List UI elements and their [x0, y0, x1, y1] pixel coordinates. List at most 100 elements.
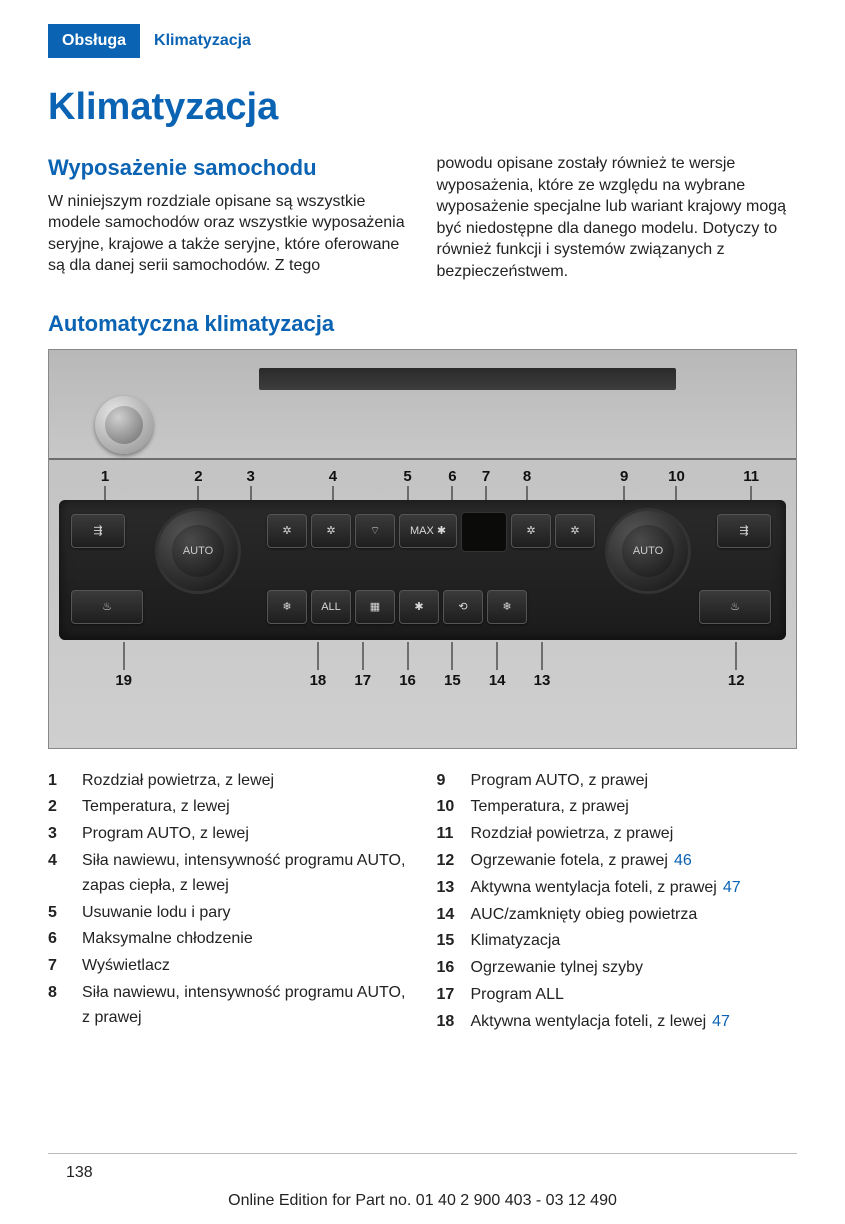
- legend-item-8: 8Siła nawiewu, intensywność programu AUT…: [48, 981, 409, 1031]
- legend-num: 9: [437, 769, 459, 794]
- leader-line: [123, 642, 124, 670]
- legend-num: 5: [48, 901, 70, 926]
- legend-text: Temperatura, z lewej: [82, 795, 230, 820]
- leader-line: [407, 642, 408, 670]
- callout-13: 13: [534, 672, 551, 689]
- leader-line: [542, 642, 543, 670]
- callout-7: 7: [482, 468, 490, 485]
- legend-item-12: 12 Ogrzewanie fotela, z prawej46: [437, 849, 798, 874]
- btn-ac: ✱: [399, 590, 439, 624]
- legend-item-18: 18Aktywna wentylacja foteli, z lewej47: [437, 1010, 798, 1035]
- btn-max-cool: MAX ✱: [399, 514, 457, 548]
- section2-heading: Automatyczna klimatyzacja: [48, 311, 797, 337]
- legend-text: Program AUTO, z prawej: [471, 769, 649, 794]
- legend-num: 18: [437, 1010, 459, 1035]
- dial-right-label: AUTO: [633, 545, 663, 557]
- intro-columns: Wyposażenie samochodu W niniejszym rozdz…: [48, 153, 797, 283]
- btn-fan-r1: ✲: [511, 514, 551, 548]
- legend-text: Rozdział powietrza, z lewej: [82, 769, 274, 794]
- footer-text: Online Edition for Part no. 01 40 2 900 …: [0, 1192, 845, 1210]
- legend-item-14: 14AUC/zamknięty obieg powietrza: [437, 903, 798, 928]
- legend-num: 4: [48, 849, 70, 899]
- legend-item-2: 2 Temperatura, z lewej: [48, 795, 409, 820]
- legend-num: 6: [48, 927, 70, 952]
- legend-num: 8: [48, 981, 70, 1031]
- callout-14: 14: [489, 672, 506, 689]
- legend-num: 15: [437, 929, 459, 954]
- legend-item-5: 5Usuwanie lodu i pary: [48, 901, 409, 926]
- dial-right: AUTO: [605, 508, 691, 594]
- legend-item-13: 13Aktywna wentylacja foteli, z prawej47: [437, 876, 798, 901]
- radio-knob: [95, 396, 153, 454]
- legend-num: 12: [437, 849, 459, 874]
- dial-left: AUTO: [155, 508, 241, 594]
- page-title: Klimatyzacja: [48, 86, 797, 129]
- legend-item-17: 17Program ALL: [437, 983, 798, 1008]
- callout-3: 3: [247, 468, 255, 485]
- legend-text: Ogrzewanie tylnej szyby: [471, 956, 644, 981]
- legend-num: 1: [48, 769, 70, 794]
- callout-2: 2: [194, 468, 202, 485]
- legend-left-col: 1 Rozdział powietrza, z lewej 2 Temperatura…: [48, 769, 409, 1037]
- legend-num: 10: [437, 795, 459, 820]
- callout-19: 19: [115, 672, 132, 689]
- legend-text: Ogrzewanie fotela, z prawej46: [471, 849, 692, 874]
- callout-9: 9: [620, 468, 628, 485]
- btn-fan-r2: ✲: [555, 514, 595, 548]
- climate-control-diagram: 1234567891011 ⇶ AUTO ✲ ✲ ⌔ MAX ✱ ✲ ✲ AUT…: [48, 349, 797, 749]
- callout-10: 10: [668, 468, 685, 485]
- btn-seat-heat-right: ♨: [699, 590, 771, 624]
- callout-16: 16: [399, 672, 416, 689]
- legend-item-7: 7 Wyświetlacz: [48, 954, 409, 979]
- callout-15: 15: [444, 672, 461, 689]
- legend-ref: 47: [712, 1013, 730, 1030]
- legend-ref: 47: [723, 879, 741, 896]
- btn-seat-vent-right: ❄: [487, 590, 527, 624]
- cd-slot: [259, 368, 676, 390]
- legend-item-11: 11 Rozdział powietrza, z prawej: [437, 822, 798, 847]
- leader-line: [497, 642, 498, 670]
- legend-num: 2: [48, 795, 70, 820]
- legend-num: 7: [48, 954, 70, 979]
- callout-6: 6: [448, 468, 456, 485]
- callout-8: 8: [523, 468, 531, 485]
- legend-right-col: 9 Program AUTO, z prawej10Temperatura, z …: [437, 769, 798, 1037]
- breadcrumb: Obsługa Klimatyzacja: [48, 24, 845, 58]
- btn-seat-vent-left: ❄: [267, 590, 307, 624]
- callout-5: 5: [403, 468, 411, 485]
- legend-item-10: 10Temperatura, z prawej: [437, 795, 798, 820]
- legend-text: Klimatyzacja: [471, 929, 561, 954]
- legend: 1 Rozdział powietrza, z lewej 2 Temperatura…: [48, 769, 797, 1037]
- callout-17: 17: [354, 672, 371, 689]
- btn-fan-l2: ✲: [311, 514, 351, 548]
- leader-line: [362, 642, 363, 670]
- legend-text: AUC/zamknięty obieg powietrza: [471, 903, 698, 928]
- btn-fan-l1: ✲: [267, 514, 307, 548]
- legend-num: 11: [437, 822, 459, 847]
- btn-rear-defrost: ▦: [355, 590, 395, 624]
- section1-heading: Wyposażenie samochodu: [48, 153, 409, 183]
- callout-12: 12: [728, 672, 745, 689]
- callout-1: 1: [101, 468, 109, 485]
- legend-text: Program ALL: [471, 983, 564, 1008]
- legend-num: 16: [437, 956, 459, 981]
- legend-item-6: 6 Maksymalne chłodzenie: [48, 927, 409, 952]
- legend-item-16: 16 Ogrzewanie tylnej szyby: [437, 956, 798, 981]
- legend-item-3: 3Program AUTO, z lewej: [48, 822, 409, 847]
- callout-4: 4: [329, 468, 337, 485]
- breadcrumb-active: Obsługa: [48, 24, 140, 58]
- legend-item-1: 1 Rozdział powietrza, z lewej: [48, 769, 409, 794]
- legend-item-9: 9 Program AUTO, z prawej: [437, 769, 798, 794]
- legend-text: Aktywna wentylacja foteli, z prawej47: [471, 876, 741, 901]
- control-panel: ⇶ AUTO ✲ ✲ ⌔ MAX ✱ ✲ ✲ AUTO ⇶ ♨ ❄ ALL ▦ …: [59, 500, 786, 640]
- leader-line: [452, 642, 453, 670]
- display-screen: [461, 512, 507, 552]
- legend-text: Rozdział powietrza, z prawej: [471, 822, 674, 847]
- legend-item-4: 4Siła nawiewu, intensywność programu AUT…: [48, 849, 409, 899]
- legend-text: Program AUTO, z lewej: [82, 822, 249, 847]
- legend-text: Maksymalne chłodzenie: [82, 927, 253, 952]
- legend-text: Wyświetlacz: [82, 954, 170, 979]
- callout-11: 11: [743, 468, 759, 485]
- leader-line: [736, 642, 737, 670]
- breadcrumb-inactive: Klimatyzacja: [140, 24, 265, 58]
